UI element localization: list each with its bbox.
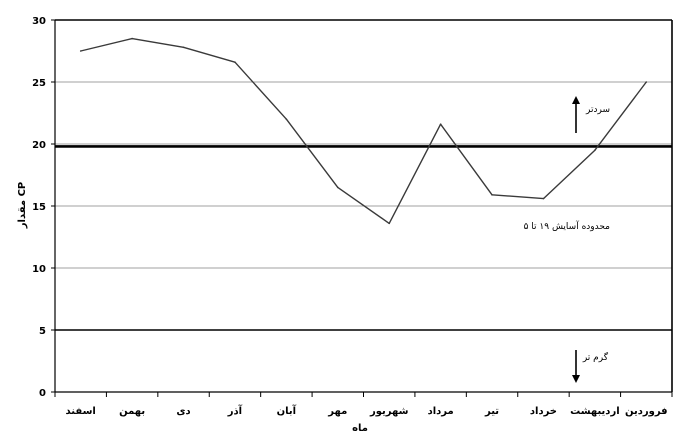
arrow-down-icon xyxy=(572,350,580,383)
x-category-label: آبان xyxy=(277,404,297,417)
x-category-label: مرداد xyxy=(428,406,454,417)
arrow-up-icon xyxy=(572,96,580,133)
y-tick-label: 30 xyxy=(32,16,46,27)
x-category-label: آذر xyxy=(227,404,243,417)
y-tick-label: 0 xyxy=(39,388,46,399)
cool-annotation: سردتر xyxy=(585,105,610,115)
data-point xyxy=(131,37,133,40)
series-layer xyxy=(79,37,648,225)
y-axis-title: مقدار CP xyxy=(17,182,28,230)
x-category-label: اسفند xyxy=(66,406,96,417)
data-point xyxy=(336,186,339,189)
data-point xyxy=(285,118,288,120)
warm-annotation: گرم تر xyxy=(582,351,609,363)
y-tick-label: 20 xyxy=(32,140,46,151)
data-point xyxy=(234,61,236,63)
x-category-label: دی xyxy=(176,406,190,417)
x-category-label: مهر xyxy=(327,406,347,417)
y-tick-label: 15 xyxy=(32,202,46,213)
data-point xyxy=(79,50,82,52)
comfort-annotation: محدوده آسایش ۱۹ تا ۵ xyxy=(524,220,611,232)
reference-lines-layer xyxy=(55,145,672,331)
data-point xyxy=(645,81,648,83)
x-category-label: اردیبهشت xyxy=(570,406,620,417)
data-point xyxy=(182,46,185,49)
axes-layer xyxy=(51,19,673,397)
y-tick-label: 25 xyxy=(32,78,46,89)
x-category-label: تیر xyxy=(484,406,499,417)
series-line-0 xyxy=(80,37,647,225)
data-point xyxy=(491,194,493,196)
data-point xyxy=(388,222,391,225)
y-tick-label: 10 xyxy=(32,264,46,275)
x-category-label: بهمن xyxy=(119,406,145,417)
x-category-label: خرداد xyxy=(530,406,557,417)
y-tick-label: 5 xyxy=(39,326,46,337)
labels-layer: 0 5 10 15 20 25 30 فروردین اردیبهشت خرداد تیر مرداد… xyxy=(32,16,668,417)
x-category-label: فروردین xyxy=(625,406,668,417)
x-category-label: شهریور xyxy=(369,406,409,417)
data-point xyxy=(542,197,545,200)
data-point xyxy=(594,149,596,151)
data-point xyxy=(439,123,442,125)
x-axis-title: ماه xyxy=(352,423,368,434)
